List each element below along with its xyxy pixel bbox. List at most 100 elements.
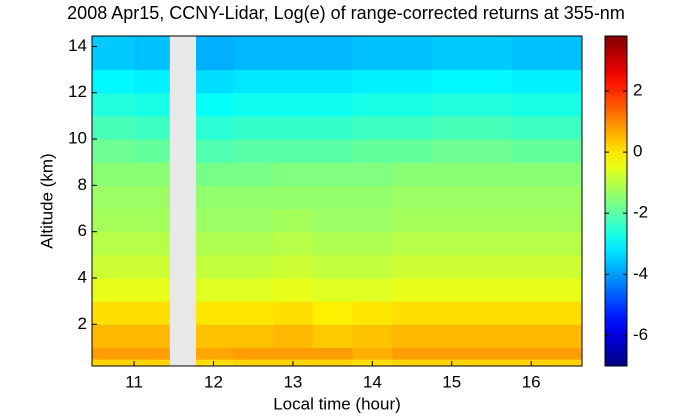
heatmap-cell bbox=[551, 36, 583, 71]
heatmap-cell bbox=[511, 301, 552, 325]
missing-cell bbox=[169, 185, 197, 210]
heatmap-cell bbox=[273, 301, 314, 325]
colorbar-tick-label: -6 bbox=[633, 325, 648, 344]
missing-cell bbox=[169, 324, 197, 348]
heatmap-cell bbox=[551, 324, 583, 348]
heatmap-cell bbox=[196, 69, 234, 94]
heatmap-cell bbox=[312, 231, 353, 256]
y-tick-label: 14 bbox=[68, 36, 87, 55]
heatmap-cell bbox=[233, 324, 274, 348]
heatmap-cell bbox=[392, 359, 433, 367]
heatmap-cell bbox=[134, 254, 171, 279]
heatmap-cell bbox=[392, 185, 433, 210]
heatmap-cell bbox=[312, 139, 353, 163]
colorbar-tick-label: -4 bbox=[633, 264, 648, 283]
colorbar bbox=[604, 35, 628, 367]
heatmap-cell bbox=[431, 92, 473, 117]
y-tick-label: 10 bbox=[68, 129, 87, 148]
heatmap-cell bbox=[273, 139, 314, 163]
heatmap-cell bbox=[352, 185, 393, 210]
x-tick-label: 11 bbox=[125, 372, 143, 391]
heatmap-cell bbox=[92, 185, 135, 210]
y-tick-label: 6 bbox=[78, 221, 87, 240]
colorbar-tick-label: -2 bbox=[633, 203, 648, 222]
heatmap-cell bbox=[392, 301, 433, 325]
colorbar-tick-label: 0 bbox=[633, 142, 642, 161]
heatmap-cell bbox=[273, 324, 314, 348]
heatmap-cell bbox=[392, 231, 433, 256]
heatmap-cell bbox=[312, 347, 353, 360]
heatmap-cell bbox=[471, 254, 512, 279]
heatmap-cell bbox=[511, 36, 552, 71]
heatmap-cell bbox=[92, 231, 135, 256]
heatmap-cell bbox=[273, 347, 314, 360]
heatmap-cell bbox=[196, 324, 234, 348]
x-tick-label: 16 bbox=[522, 372, 541, 391]
y-tick-label: 8 bbox=[78, 175, 87, 194]
heatmap-cell bbox=[92, 254, 135, 279]
heatmap-cell bbox=[431, 301, 473, 325]
heatmap-cell bbox=[431, 115, 473, 140]
heatmap-cell bbox=[273, 115, 314, 140]
heatmap-cell bbox=[134, 162, 171, 186]
heatmap-cell bbox=[312, 36, 353, 71]
heatmap-cell bbox=[392, 208, 433, 233]
heatmap-cell bbox=[392, 162, 433, 186]
heatmap-cell bbox=[92, 69, 135, 94]
heatmap-cell bbox=[431, 185, 473, 210]
heatmap-cell bbox=[273, 278, 314, 302]
heatmap-cell bbox=[273, 208, 314, 233]
missing-cell bbox=[169, 92, 197, 117]
heatmap-cell bbox=[196, 162, 234, 186]
heatmap-cell bbox=[196, 231, 234, 256]
heatmap-cell bbox=[233, 162, 274, 186]
x-tick-label: 13 bbox=[283, 372, 302, 391]
heatmap-cell bbox=[392, 92, 433, 117]
missing-cell bbox=[169, 69, 197, 94]
heatmap-cell bbox=[92, 359, 135, 367]
heatmap-cell bbox=[431, 69, 473, 94]
heatmap-cell bbox=[233, 69, 274, 94]
heatmap-cell bbox=[352, 36, 393, 71]
heatmap-cell bbox=[392, 115, 433, 140]
heatmap-cell bbox=[196, 359, 234, 367]
heatmap-cell bbox=[392, 278, 433, 302]
heatmap-cell bbox=[233, 231, 274, 256]
heatmap-cell bbox=[511, 324, 552, 348]
heatmap-cell bbox=[431, 139, 473, 163]
heatmap-cell bbox=[92, 162, 135, 186]
heatmap-cell bbox=[352, 347, 393, 360]
heatmap-cell bbox=[392, 347, 433, 360]
heatmap-cell bbox=[471, 115, 512, 140]
heatmap-cell bbox=[352, 115, 393, 140]
heatmap-cell bbox=[273, 185, 314, 210]
heatmap-cell bbox=[134, 185, 171, 210]
heatmap-cell bbox=[431, 208, 473, 233]
heatmap-cell bbox=[471, 185, 512, 210]
heatmap-cell bbox=[134, 278, 171, 302]
heatmap-cell bbox=[471, 162, 512, 186]
heatmap-cell bbox=[196, 347, 234, 360]
heatmap-cell bbox=[392, 139, 433, 163]
heatmap-cell bbox=[196, 254, 234, 279]
heatmap-cell bbox=[511, 231, 552, 256]
heatmap-cell bbox=[511, 115, 552, 140]
heatmap-cell bbox=[431, 347, 473, 360]
heatmap-cell bbox=[233, 347, 274, 360]
heatmap-cell bbox=[196, 185, 234, 210]
heatmap-cell bbox=[352, 139, 393, 163]
heatmap-cell bbox=[196, 92, 234, 117]
heatmap-cell bbox=[273, 69, 314, 94]
heatmap-cell bbox=[352, 92, 393, 117]
heatmap-cell bbox=[551, 278, 583, 302]
heatmap-cell bbox=[431, 254, 473, 279]
heatmap-cell bbox=[196, 115, 234, 140]
heatmap-cell bbox=[511, 139, 552, 163]
heatmap-cell bbox=[471, 36, 512, 71]
heatmap-cell bbox=[312, 278, 353, 302]
heatmap-cell bbox=[511, 69, 552, 94]
heatmap-cell bbox=[233, 115, 274, 140]
heatmap-cell bbox=[134, 115, 171, 140]
heatmap-cell bbox=[511, 185, 552, 210]
heatmap-cell bbox=[92, 139, 135, 163]
